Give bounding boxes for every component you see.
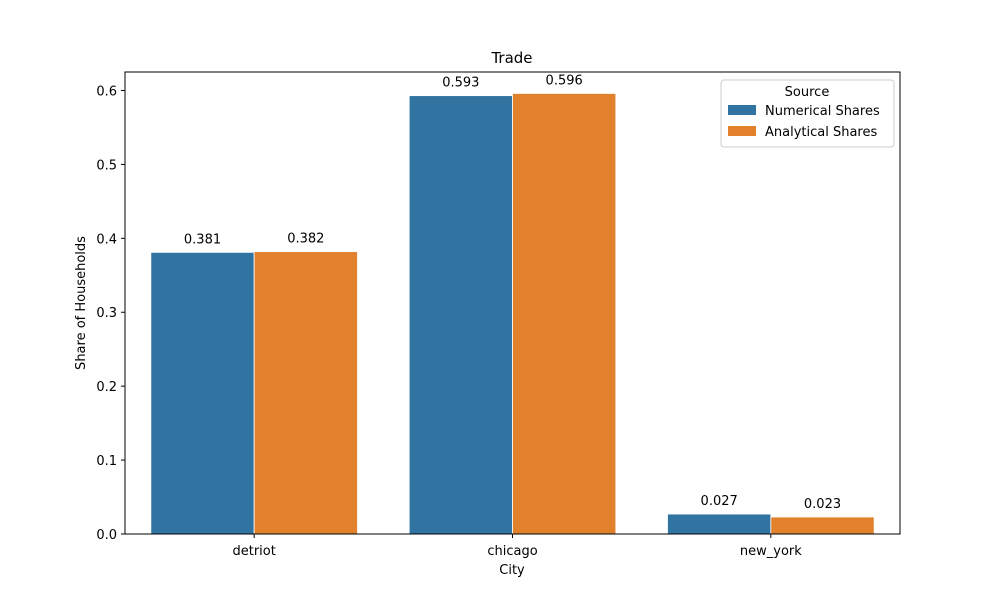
legend-title: Source [785,85,830,100]
legend-label: Numerical Shares [765,104,880,119]
x-tick-label: detriot [232,544,275,559]
legend: Source Numerical Shares Analytical Share… [720,79,895,148]
plot-frame [124,71,901,535]
legend-swatch [728,126,756,136]
chart-title: Trade [490,49,532,67]
data-label: 0.023 [804,497,841,512]
y-tick-label: 0.0 [96,528,117,543]
y-tick-label: 0.3 [96,306,117,321]
x-axis-label: City [499,563,525,578]
y-tick-label: 0.1 [96,454,117,469]
bar [512,93,617,535]
data-label: 0.027 [701,494,738,509]
x-tick-label: chicago [487,544,537,559]
y-tick-label: 0.5 [96,158,117,173]
bar [770,516,875,535]
bar [253,251,358,535]
legend-label: Analytical Shares [765,125,877,140]
bar [408,95,513,535]
data-label: 0.596 [546,73,583,88]
data-label: 0.382 [287,232,324,247]
legend-swatch [728,105,756,115]
y-axis-label: Share of Households [74,236,89,370]
bar [667,513,772,535]
y-tick-label: 0.6 [96,84,117,99]
y-tick-label: 0.2 [96,380,117,395]
legend-box [720,79,895,148]
y-tick-label: 0.4 [96,232,117,247]
x-tick-label: new_york [740,544,802,559]
data-label: 0.593 [442,76,479,91]
bar [150,251,255,535]
data-label: 0.381 [184,232,221,247]
